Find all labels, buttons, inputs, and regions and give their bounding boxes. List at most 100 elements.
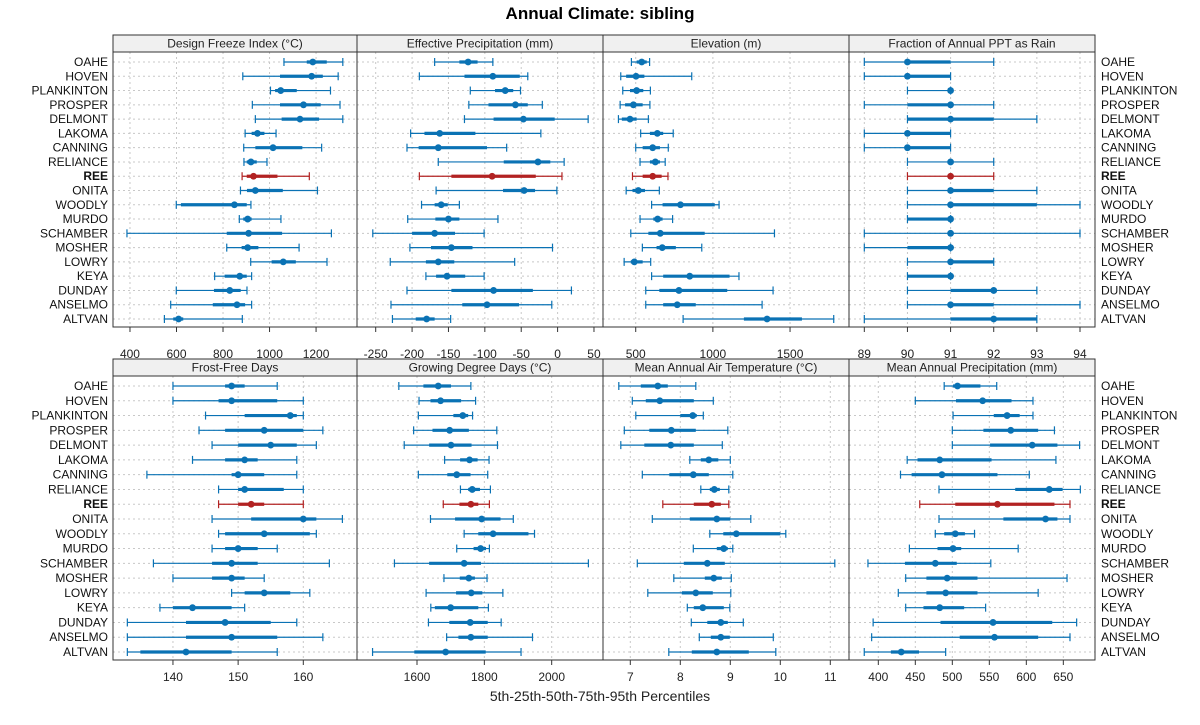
x-tick-label: 450 [905, 670, 925, 684]
interval-anselmo [871, 633, 1071, 642]
median-point [247, 158, 255, 166]
median-point [228, 574, 236, 582]
interval-lakoma [640, 129, 674, 138]
median-point [951, 530, 959, 538]
median-point [713, 648, 721, 656]
interval-lowry [425, 588, 504, 597]
median-point [630, 258, 638, 266]
interval-delmont [463, 115, 589, 124]
interval-oahe [283, 58, 344, 66]
x-tick-label: 400 [120, 347, 140, 361]
station-label: PROSPER [49, 423, 108, 437]
median-point [520, 115, 527, 123]
station-label: CANNING [53, 141, 108, 155]
median-point [226, 287, 234, 294]
interval-prosper [863, 100, 995, 109]
x-tick-label: 1000 [256, 347, 283, 361]
station-label: DELMONT [49, 438, 108, 452]
interval-mosher [905, 574, 1068, 583]
interval-prosper [623, 426, 729, 435]
interval-keya [686, 603, 731, 612]
station-label: ANSELMO [49, 298, 108, 312]
station-label: KEYA [1101, 601, 1132, 615]
median-point [233, 301, 241, 309]
interval-canning [863, 143, 952, 152]
median-point [979, 397, 987, 405]
x-tick-label: 11 [824, 670, 837, 684]
interval-lakoma [906, 455, 1057, 464]
station-label: ALTVAN [63, 645, 108, 659]
median-point [990, 315, 998, 323]
interval-dunday [645, 286, 774, 295]
station-label: CANNING [1101, 141, 1156, 155]
interval-delmont [211, 441, 317, 450]
interval-mosher [863, 243, 954, 252]
median-point [947, 87, 954, 94]
interval-woodly [906, 200, 1081, 209]
interval-reliance [639, 157, 666, 166]
interval-anselmo [390, 300, 553, 309]
interval-keya [906, 272, 954, 281]
interval-woodly [420, 200, 460, 209]
interval-lakoma [863, 129, 952, 138]
median-point [228, 559, 236, 567]
x-tick-label: 500 [626, 347, 646, 361]
interval-mosher [172, 574, 265, 583]
interval-lowry [623, 257, 652, 266]
median-point [763, 315, 771, 323]
median-point [299, 515, 307, 523]
interval-murdo [908, 544, 1019, 553]
median-point [699, 604, 707, 612]
interval-prosper [413, 426, 498, 435]
station-label: REE [1101, 169, 1126, 183]
median-point [703, 559, 711, 567]
x-tick-label: 90 [901, 347, 915, 361]
median-point [436, 129, 444, 137]
interval-plankinton [469, 86, 522, 95]
interval-dunday [690, 618, 744, 627]
median-point [689, 471, 697, 479]
x-tick-label: 91 [944, 347, 958, 361]
median-point [990, 287, 998, 294]
median-point [437, 201, 445, 209]
median-point [949, 545, 957, 552]
interval-oahe [630, 58, 651, 66]
interval-hoven [914, 396, 1034, 405]
interval-schamber [636, 559, 836, 568]
interval-altvan [371, 648, 522, 656]
interval-keya [159, 603, 246, 612]
x-tick-label: 400 [868, 670, 888, 684]
interval-mosher [673, 574, 732, 583]
station-label: MOSHER [1101, 571, 1154, 585]
x-tick-label: 89 [858, 347, 872, 361]
station-label: PLANKINTON [32, 84, 108, 98]
x-axis-label: 5th-25th-50th-75th-95th Percentiles [489, 688, 711, 704]
interval-anselmo [906, 300, 1081, 309]
median-point [234, 471, 242, 479]
panel-title: Mean Annual Air Temperature (°C) [635, 361, 818, 375]
median-point [279, 258, 287, 266]
panel-title: Fraction of Annual PPT as Rain [888, 37, 1055, 51]
x-tick-label: -250 [364, 347, 388, 361]
median-point [189, 604, 196, 612]
median-point [468, 486, 476, 493]
interval-keya [425, 272, 485, 281]
interval-canning [406, 143, 508, 152]
station-label: SCHAMBER [1101, 226, 1169, 240]
median-point [675, 287, 683, 294]
interval-hoven [172, 396, 304, 405]
median-point [477, 545, 485, 552]
interval-lakoma [191, 455, 298, 464]
median-point [447, 604, 455, 612]
median-point [520, 187, 528, 194]
median-point [947, 301, 954, 309]
interval-dunday [175, 286, 248, 295]
median-point [947, 172, 954, 180]
x-tick-label: 93 [1030, 347, 1044, 361]
station-label: REE [83, 497, 108, 511]
interval-ree [919, 500, 1071, 509]
x-tick-label: 160 [293, 670, 313, 684]
median-point [447, 244, 455, 252]
median-point [483, 301, 491, 309]
interval-keya [651, 272, 740, 281]
